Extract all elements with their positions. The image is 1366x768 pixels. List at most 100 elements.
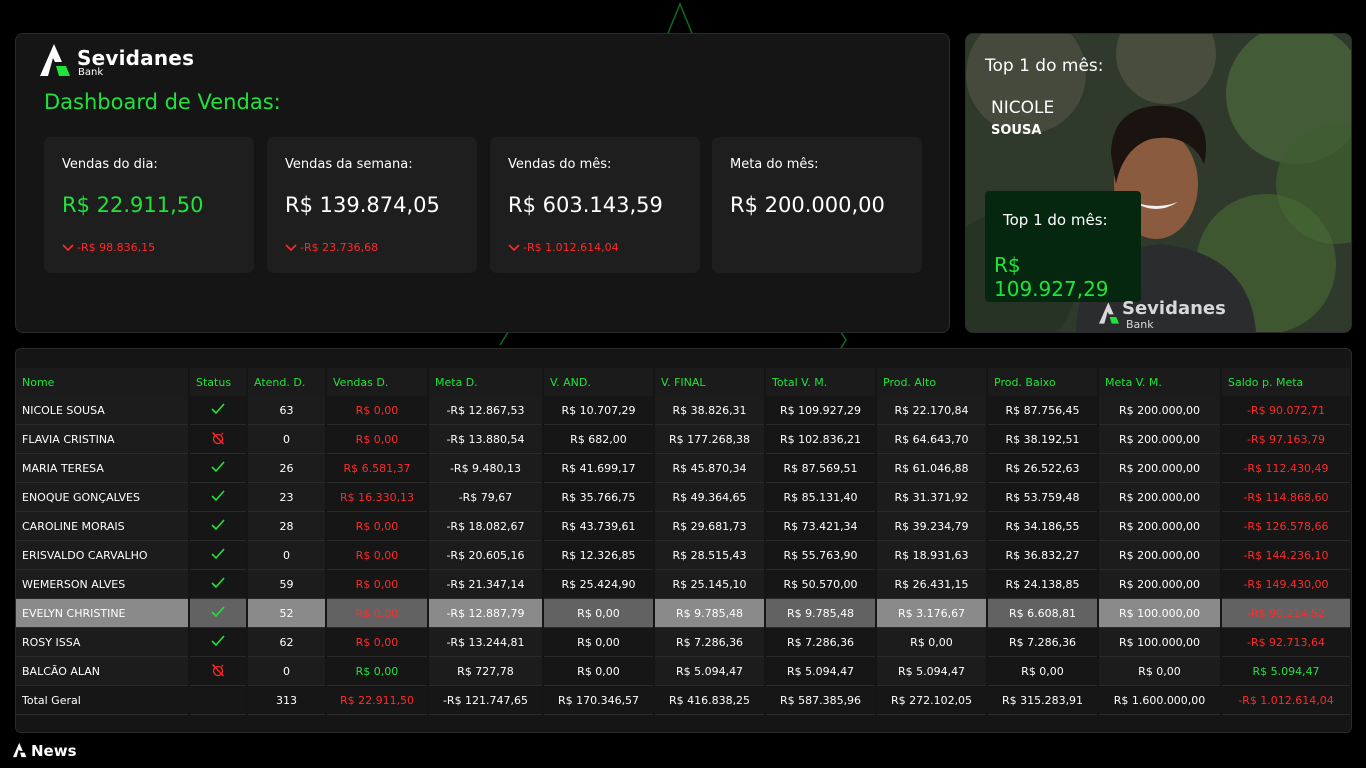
check-icon bbox=[211, 547, 225, 559]
table-row[interactable]: FLAVIA CRISTINA 0 R$ 0,00 -R$ 13.880,54 R$ 6… bbox=[16, 424, 1351, 454]
cell-baixo: R$ 0,00 bbox=[987, 656, 1099, 686]
cell-status bbox=[189, 482, 248, 512]
cell-baixo: R$ 34.186,55 bbox=[987, 511, 1099, 541]
cell-vfinal: R$ 5.094,47 bbox=[654, 656, 766, 686]
table-body: NICOLE SOUSA 63 R$ 0,00 -R$ 12.867,53 R$ 10.… bbox=[16, 396, 1351, 715]
cell-vendas: R$ 0,00 bbox=[326, 598, 429, 628]
cell-vfinal: R$ 28.515,43 bbox=[654, 540, 766, 570]
cell-atend: 62 bbox=[247, 627, 327, 657]
cell-status bbox=[189, 424, 248, 454]
cell-saldo: -R$ 114.868,60 bbox=[1221, 482, 1351, 512]
cell-alto: R$ 39.234,79 bbox=[876, 511, 988, 541]
cell-meta: -R$ 20.605,16 bbox=[428, 540, 544, 570]
cell-vand: R$ 682,00 bbox=[543, 424, 655, 454]
cell-vand: R$ 10.707,29 bbox=[543, 396, 655, 425]
table-row[interactable]: ERISVALDO CARVALHO 0 R$ 0,00 -R$ 20.605,16 R… bbox=[16, 540, 1351, 570]
cell-saldo: -R$ 149.430,00 bbox=[1221, 569, 1351, 599]
cell-status bbox=[189, 569, 248, 599]
table-row[interactable]: NICOLE SOUSA 63 R$ 0,00 -R$ 12.867,53 R$ 10.… bbox=[16, 396, 1351, 425]
column-header[interactable]: Meta V. M. bbox=[1098, 368, 1222, 396]
kpi-delta-value: -R$ 23.736,68 bbox=[300, 241, 379, 254]
cell-metavm: R$ 200.000,00 bbox=[1098, 396, 1222, 425]
column-header[interactable]: Meta D. bbox=[428, 368, 544, 396]
table-total-row: Total Geral 313 R$ 22.911,50 -R$ 121.747,65… bbox=[16, 685, 1351, 715]
cell-status bbox=[189, 627, 248, 657]
cell-total-alto: R$ 272.102,05 bbox=[876, 685, 988, 715]
cell-name: MARIA TERESA bbox=[16, 453, 190, 483]
brand-name: Sevidanes bbox=[77, 46, 195, 70]
cell-total: R$ 5.094,47 bbox=[765, 656, 877, 686]
cell-total-metavm: R$ 1.600.000,00 bbox=[1098, 685, 1222, 715]
cell-vfinal: R$ 7.286,36 bbox=[654, 627, 766, 657]
column-header[interactable]: Total V. M. bbox=[765, 368, 877, 396]
cell-vand: R$ 0,00 bbox=[543, 627, 655, 657]
sales-dashboard-panel: Sevidanes Bank Dashboard de Vendas: Vend… bbox=[15, 33, 950, 333]
kpi-label: Meta do mês: bbox=[730, 157, 819, 172]
column-header[interactable]: V. FINAL bbox=[654, 368, 766, 396]
cell-metavm: R$ 200.000,00 bbox=[1098, 569, 1222, 599]
logo-mark-icon bbox=[1099, 302, 1119, 324]
cell-vendas: R$ 0,00 bbox=[326, 511, 429, 541]
kpi-delta-value: -R$ 1.012.614,04 bbox=[523, 241, 619, 254]
page-title: Dashboard de Vendas: bbox=[44, 90, 281, 114]
cell-name: ROSY ISSA bbox=[16, 627, 190, 657]
table-row[interactable]: CAROLINE MORAIS 28 R$ 0,00 -R$ 18.082,67 R$ … bbox=[16, 511, 1351, 541]
kpi-delta-value: -R$ 98.836,15 bbox=[77, 241, 156, 254]
table-row[interactable]: BALCÃO ALAN 0 R$ 0,00 R$ 727,78 R$ 0,00 R$ 5.… bbox=[16, 656, 1351, 686]
cell-atend: 59 bbox=[247, 569, 327, 599]
table-row[interactable]: EVELYN CHRISTINE 52 R$ 0,00 -R$ 12.887,79 R$… bbox=[16, 598, 1351, 628]
table-row[interactable]: MARIA TERESA 26 R$ 6.581,37 -R$ 9.480,13 R$ … bbox=[16, 453, 1351, 483]
kpi-value: R$ 139.874,05 bbox=[285, 193, 440, 217]
column-header[interactable]: Atend. D. bbox=[247, 368, 327, 396]
cell-total-label: Total Geral bbox=[16, 685, 190, 715]
cell-atend: 23 bbox=[247, 482, 327, 512]
cell-meta: -R$ 12.867,53 bbox=[428, 396, 544, 425]
top-seller-title: Top 1 do mês: bbox=[985, 56, 1104, 76]
cell-saldo: R$ 5.094,47 bbox=[1221, 656, 1351, 686]
cell-metavm: R$ 0,00 bbox=[1098, 656, 1222, 686]
chevron-down-icon bbox=[62, 244, 74, 252]
table-row[interactable]: ENOQUE GONÇALVES 23 R$ 16.330,13 -R$ 79,67 R… bbox=[16, 482, 1351, 512]
cell-alto: R$ 64.643,70 bbox=[876, 424, 988, 454]
cell-total-baixo: R$ 315.283,91 bbox=[987, 685, 1099, 715]
column-header[interactable]: Saldo p. Meta bbox=[1221, 368, 1351, 396]
cell-baixo: R$ 87.756,45 bbox=[987, 396, 1099, 425]
cell-status bbox=[189, 656, 248, 686]
cell-name: ENOQUE GONÇALVES bbox=[16, 482, 190, 512]
kpi-value: R$ 603.143,59 bbox=[508, 193, 663, 217]
column-header[interactable]: Nome bbox=[16, 368, 190, 396]
cell-total-meta: -R$ 121.747,65 bbox=[428, 685, 544, 715]
cell-vfinal: R$ 38.826,31 bbox=[654, 396, 766, 425]
cell-vendas: R$ 0,00 bbox=[326, 569, 429, 599]
table-row[interactable]: WEMERSON ALVES 59 R$ 0,00 -R$ 21.347,14 R$ 2… bbox=[16, 569, 1351, 599]
column-header[interactable]: V. AND. bbox=[543, 368, 655, 396]
cell-metavm: R$ 200.000,00 bbox=[1098, 511, 1222, 541]
column-header[interactable]: Vendas D. bbox=[326, 368, 429, 396]
cell-status bbox=[189, 598, 248, 628]
cell-vand: R$ 0,00 bbox=[543, 656, 655, 686]
column-header[interactable]: Status bbox=[189, 368, 248, 396]
cell-alto: R$ 26.431,15 bbox=[876, 569, 988, 599]
column-header[interactable]: Prod. Baixo bbox=[987, 368, 1099, 396]
cell-atend: 0 bbox=[247, 656, 327, 686]
cell-vand: R$ 41.699,17 bbox=[543, 453, 655, 483]
top-seller-card: Top 1 do mês: NICOLE SOUSA Top 1 do mês:… bbox=[965, 33, 1352, 333]
column-header[interactable]: Prod. Alto bbox=[876, 368, 988, 396]
cell-baixo: R$ 6.608,81 bbox=[987, 598, 1099, 628]
cell-total: R$ 73.421,34 bbox=[765, 511, 877, 541]
cell-vand: R$ 43.739,61 bbox=[543, 511, 655, 541]
check-icon bbox=[211, 460, 225, 472]
cell-baixo: R$ 7.286,36 bbox=[987, 627, 1099, 657]
logo-mark-icon bbox=[40, 44, 70, 76]
cell-meta: -R$ 13.244,81 bbox=[428, 627, 544, 657]
shirt-sub: Bank bbox=[1126, 318, 1154, 331]
cell-name: NICOLE SOUSA bbox=[16, 396, 190, 425]
cell-total-atend: 313 bbox=[247, 685, 327, 715]
shirt-brand: Sevidanes bbox=[1122, 298, 1226, 319]
logo-mark-icon bbox=[13, 742, 27, 758]
cell-status bbox=[189, 685, 248, 715]
table-row[interactable]: ROSY ISSA 62 R$ 0,00 -R$ 13.244,81 R$ 0,00 R$… bbox=[16, 627, 1351, 657]
cell-baixo: R$ 36.832,27 bbox=[987, 540, 1099, 570]
cell-total: R$ 87.569,51 bbox=[765, 453, 877, 483]
cell-metavm: R$ 200.000,00 bbox=[1098, 482, 1222, 512]
